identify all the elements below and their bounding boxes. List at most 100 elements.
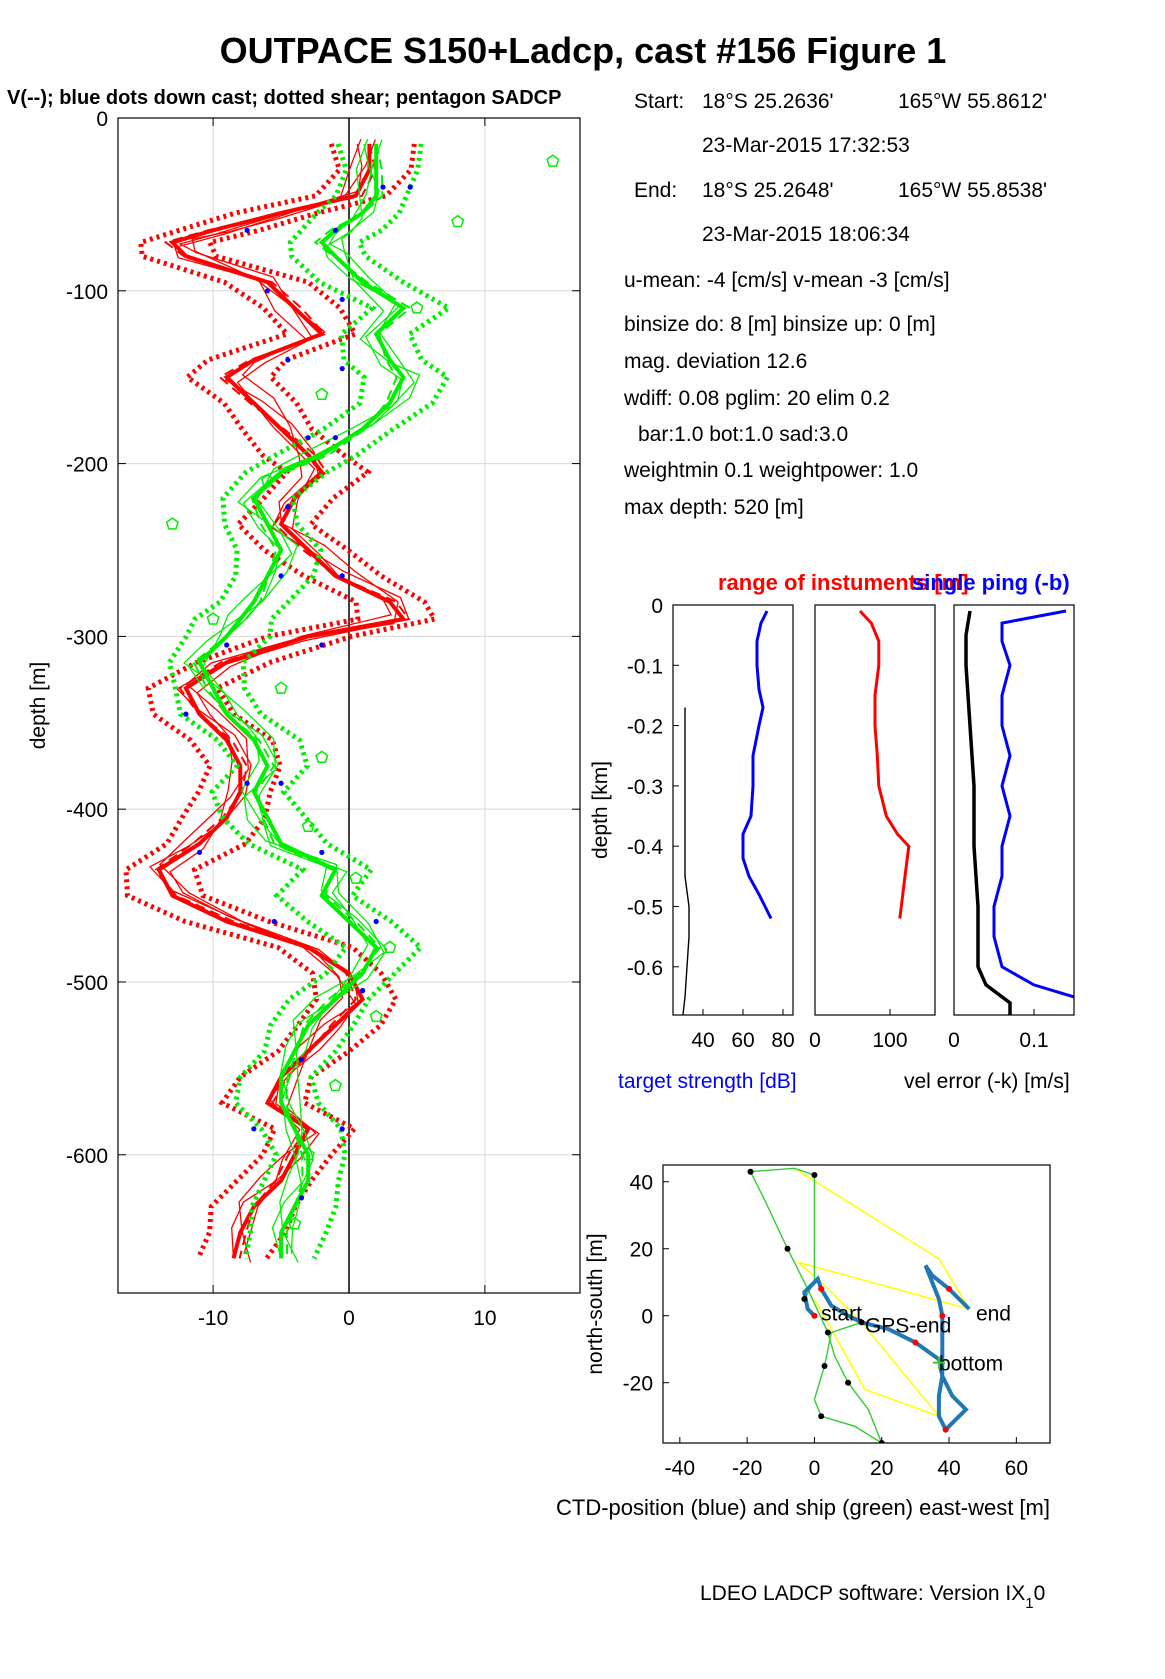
down-cast-dot bbox=[196, 849, 203, 855]
vel-error-axis-label: vel error (-k) [m/s] bbox=[904, 1070, 1070, 1093]
downcast-profile bbox=[192, 143, 412, 1259]
panel-x-tick-label: 0 bbox=[948, 1029, 960, 1052]
sadcp-pentagon bbox=[328, 1078, 342, 1092]
bottom-marker-cross bbox=[932, 1356, 945, 1369]
y-tick-label: -100 bbox=[66, 281, 108, 304]
sadcp-pentagon bbox=[288, 1216, 302, 1230]
down-cast-dot bbox=[339, 296, 345, 303]
down-cast-dot bbox=[298, 1057, 305, 1063]
pos-y-tick-label: 0 bbox=[641, 1306, 653, 1329]
down-cast-dot bbox=[319, 642, 325, 648]
sadcp-pentagon bbox=[315, 387, 329, 401]
end-time: 23-Mar-2015 18:06:34 bbox=[702, 223, 910, 246]
pos-x-tick-label: -40 bbox=[665, 1457, 695, 1480]
down-cast-dot bbox=[407, 184, 413, 190]
y-tick-label: -500 bbox=[66, 972, 108, 995]
ctd-marker-dot bbox=[946, 1285, 953, 1292]
panel-x-tick-label: 0.1 bbox=[1019, 1029, 1048, 1052]
ship-marker-dot bbox=[858, 1319, 865, 1326]
position-x-axis-label: CTD-position (blue) and ship (green) eas… bbox=[556, 1495, 1050, 1520]
figure-subtitle: V(--); blue dots down cast; dotted shear… bbox=[7, 87, 561, 109]
pos-y-tick-label: -20 bbox=[623, 1373, 653, 1396]
down-cast-dot bbox=[271, 918, 277, 925]
sadcp-pentagon bbox=[260, 473, 275, 487]
sadcp-pentagon bbox=[383, 940, 397, 954]
end-longitude: 165°W 55.8538' bbox=[898, 179, 1047, 202]
panel-plot-area-vel-error bbox=[964, 609, 1074, 1015]
shear-envelope bbox=[123, 143, 361, 1260]
footer-subscript: 1 bbox=[1025, 1595, 1033, 1612]
down-cast-dot bbox=[380, 184, 386, 190]
panel-x-tick-label: 0 bbox=[809, 1029, 821, 1052]
ship-marker-dot bbox=[824, 1329, 831, 1336]
down-cast-dot bbox=[332, 227, 339, 233]
sadcp-pentagon bbox=[410, 301, 424, 314]
y-tick-label: -200 bbox=[66, 454, 108, 477]
down-cast-dot bbox=[305, 435, 311, 441]
down-cast-dot bbox=[224, 642, 230, 648]
footer-text: LDEO LADCP software: Version IX bbox=[700, 1582, 1025, 1605]
panel-y-tick-label: -0.5 bbox=[627, 896, 663, 919]
panel-x-tick-label: 60 bbox=[731, 1029, 754, 1052]
start-label: Start: bbox=[634, 90, 684, 113]
panel-line-target-strength bbox=[741, 610, 773, 920]
pos-x-tick-label: 40 bbox=[937, 1457, 960, 1480]
end-marker-label: end bbox=[976, 1303, 1011, 1326]
start-time: 23-Mar-2015 17:32:53 bbox=[702, 134, 910, 157]
panel-y-tick-label: -0.6 bbox=[627, 957, 663, 980]
start-longitude: 165°W 55.8612' bbox=[898, 90, 1047, 113]
panel-y-axis-label: depth [km] bbox=[589, 761, 612, 859]
panel-frame-vel-error bbox=[953, 604, 1075, 1016]
sadcp-pentagon bbox=[206, 612, 220, 625]
cast-info-block: Start: 18°S 25.2636' 165°W 55.8612' 23-M… bbox=[623, 90, 1047, 519]
gps-end-marker-label: GPS-end bbox=[865, 1314, 951, 1337]
down-cast-dot bbox=[244, 780, 250, 786]
down-cast-dot bbox=[339, 1126, 345, 1132]
ship-marker-dot bbox=[747, 1168, 754, 1175]
sadcp-pentagon bbox=[301, 819, 315, 833]
panel-line-range-of-instruments bbox=[858, 609, 911, 919]
ship-marker-dot bbox=[845, 1379, 852, 1386]
down-cast-dot bbox=[373, 918, 379, 925]
sadcp-pentagon bbox=[274, 681, 288, 694]
single-ping-title: single ping (-b) bbox=[912, 570, 1070, 595]
shear-envelope bbox=[191, 143, 439, 1260]
target-strength-axis-label: target strength [dB] bbox=[618, 1070, 797, 1093]
sadcp-pentagon bbox=[315, 750, 329, 763]
ctd-track bbox=[802, 1264, 971, 1433]
down-cast-dot bbox=[278, 780, 284, 786]
ctd-marker-dot bbox=[818, 1285, 825, 1292]
position-plot-frame bbox=[662, 1164, 1051, 1444]
end-label: End: bbox=[634, 179, 677, 202]
ctd-marker-dot bbox=[939, 1312, 946, 1319]
down-cast-dot bbox=[339, 573, 345, 579]
ship-marker-dot bbox=[801, 1295, 808, 1302]
instrument-profile bbox=[169, 143, 393, 1254]
position-y-axis-label: north-south [m] bbox=[584, 1233, 607, 1374]
panel-y-tick-label: -0.4 bbox=[627, 836, 664, 859]
panel-y-tick-label: -0.3 bbox=[627, 776, 663, 799]
ship-marker-dot bbox=[784, 1245, 791, 1252]
sadcp-pentagon bbox=[451, 214, 465, 228]
down-cast-dot bbox=[183, 711, 189, 717]
sadcp-pentagon bbox=[349, 871, 363, 884]
down-cast-dot bbox=[332, 435, 339, 441]
panel-frame-target-strength bbox=[672, 604, 794, 1016]
down-cast-dot bbox=[285, 357, 291, 363]
panel-plot-area-target-strength bbox=[682, 610, 773, 1015]
range-panel-title: range of instuments [m] bbox=[718, 570, 969, 595]
ctd-marker-dot bbox=[912, 1339, 919, 1346]
down-cast-dot bbox=[251, 1126, 257, 1132]
mean-velocity-profile bbox=[197, 143, 407, 1259]
down-cast-dot bbox=[244, 227, 250, 233]
instrument-profile bbox=[183, 138, 421, 1263]
down-cast-dot bbox=[359, 988, 366, 994]
magnetic-deviation: mag. deviation 12.6 bbox=[624, 350, 807, 373]
position-plot-area bbox=[747, 1167, 971, 1443]
panel-x-tick-label: 40 bbox=[691, 1029, 714, 1052]
start-marker-label: start bbox=[821, 1303, 862, 1326]
velocity-plot-frame bbox=[117, 117, 581, 1294]
panel-line-vel-error bbox=[964, 610, 1012, 1015]
footer-suffix: 0 bbox=[1034, 1582, 1046, 1605]
